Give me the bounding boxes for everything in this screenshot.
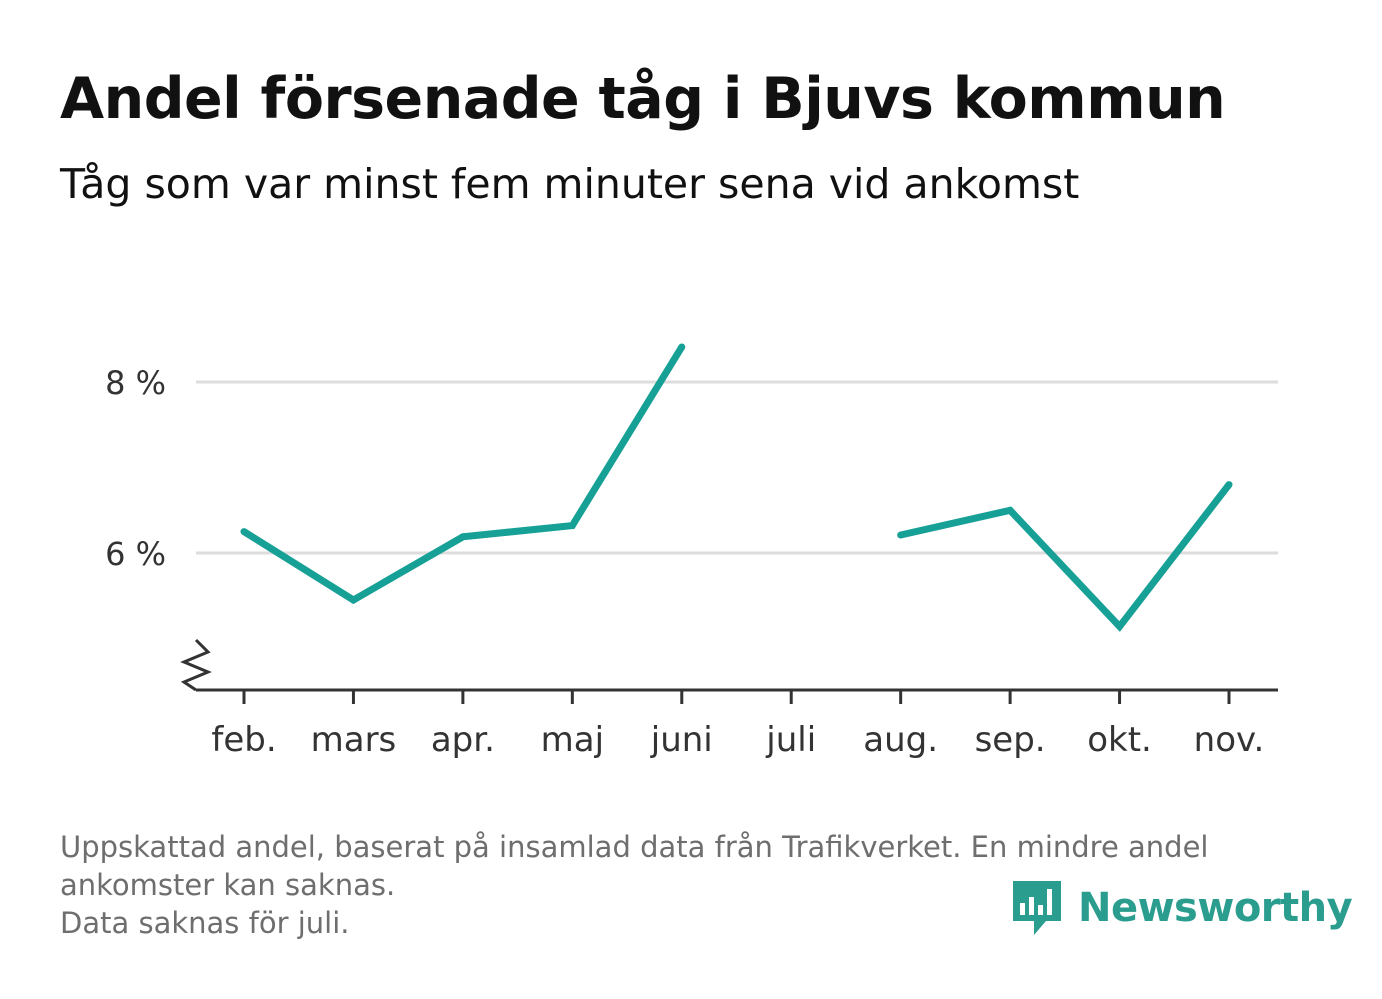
series-line-segment-1: [242, 345, 685, 605]
data-point-maj: [568, 522, 576, 530]
newsworthy-logo-icon: [1013, 881, 1061, 935]
newsworthy-brand: Newsworthy: [1010, 876, 1353, 940]
x-tick-label: mars: [311, 720, 397, 760]
x-tick-label: sep.: [975, 720, 1046, 760]
x-tick-label: juni: [650, 720, 713, 760]
footnote-line-2: ankomster kan saknas.: [60, 868, 396, 902]
data-point-juni: [678, 343, 686, 351]
data-point-apr.: [459, 533, 467, 541]
data-point-mars: [349, 596, 357, 604]
data-point-feb.: [240, 528, 248, 536]
chart-subtitle: Tåg som var minst fem minuter sena vid a…: [60, 160, 1080, 208]
footnote: Uppskattad andel, baserat på insamlad da…: [60, 828, 1320, 942]
y-tick-label: 6 %: [105, 535, 166, 573]
chart-title: Andel försenade tåg i Bjuvs kommun: [60, 66, 1226, 132]
footnote-line-3: Data saknas för juli.: [60, 906, 350, 940]
y-tick-label: 8 %: [105, 364, 166, 402]
x-tick-label: apr.: [431, 720, 495, 760]
line-chart: 6 % 8 % feb. mars apr. maj juni juli aug. sep. okt…: [105, 343, 1278, 760]
x-tick-label: okt.: [1087, 720, 1152, 760]
x-tick-label: juli: [765, 720, 816, 760]
series-line-segment-2: [899, 482, 1232, 632]
x-tick-label: nov.: [1194, 720, 1265, 760]
y-axis-break-marker: [180, 638, 212, 692]
x-tick-label: aug.: [863, 720, 938, 760]
data-point-aug.: [897, 531, 905, 539]
x-tick-label: maj: [541, 720, 604, 760]
data-point-sep.: [1006, 506, 1014, 514]
data-point-okt.: [1116, 623, 1124, 631]
footnote-line-1: Uppskattad andel, baserat på insamlad da…: [60, 830, 1209, 864]
x-tick-label: feb.: [211, 720, 276, 760]
data-point-nov.: [1225, 481, 1233, 489]
brand-name: Newsworthy: [1078, 885, 1353, 931]
